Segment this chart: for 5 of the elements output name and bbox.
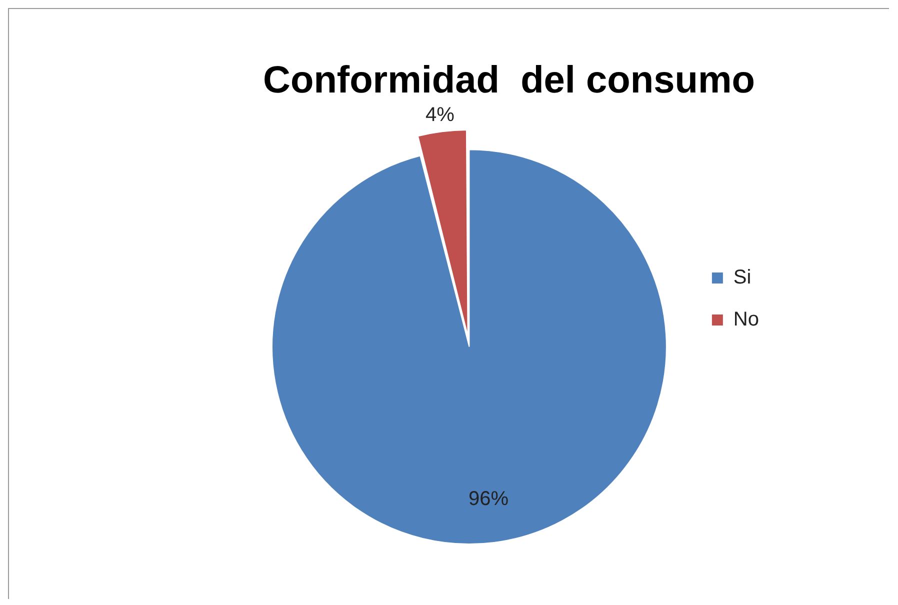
legend-label: Si [733, 266, 752, 289]
data-label: 96% [468, 488, 509, 510]
legend-label: No [733, 308, 760, 331]
chart-title: Conformidad del consumo [263, 59, 755, 102]
data-label: 4% [426, 104, 455, 126]
